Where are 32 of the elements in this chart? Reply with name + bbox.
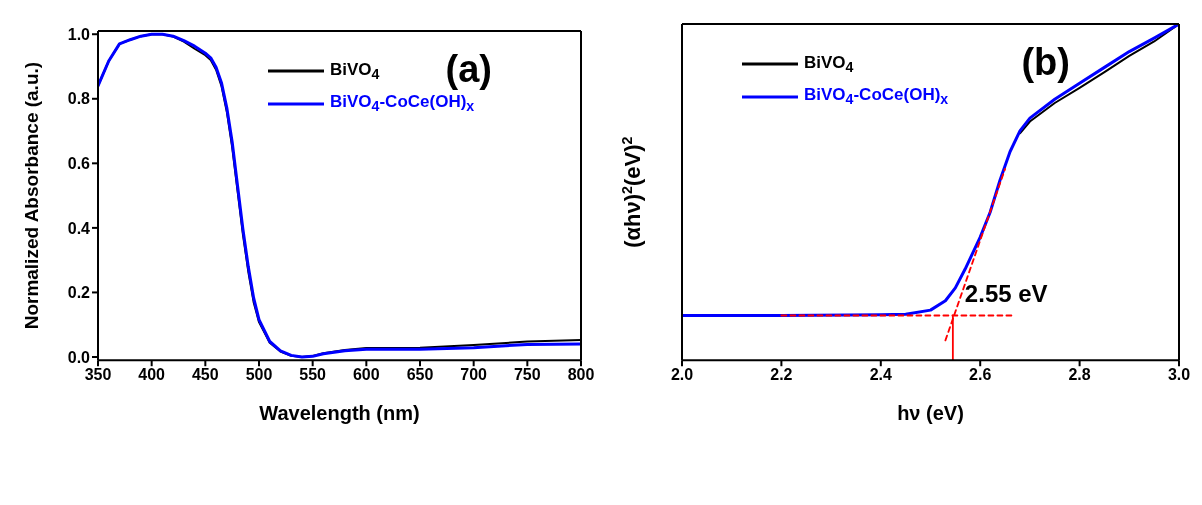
x-tick-label: 650 xyxy=(406,365,434,383)
legend-label: BiVO$_{4}$ xyxy=(804,53,854,76)
legend-label: BiVO$_{4}$-CoCe(OH)$_{x}$ xyxy=(330,92,475,115)
y-tick-label: 0.8 xyxy=(67,90,91,108)
x-tick-label: 2.4 xyxy=(869,365,893,383)
legend-label: BiVO$_{4}$-CoCe(OH)$_{x}$ xyxy=(804,85,949,108)
x-axis-title: hν (eV) xyxy=(897,402,964,425)
y-tick-label: 1.0 xyxy=(67,25,91,43)
legend-label: BiVO$_{4}$ xyxy=(330,60,380,83)
x-axis-title: Wavelength (nm) xyxy=(259,402,420,425)
y-tick-label: 0.4 xyxy=(67,219,91,237)
chart-title: (b) xyxy=(1021,41,1070,84)
x-tick-label: 600 xyxy=(352,365,380,383)
y-axis-title: Normalized Absorbance (a.u.) xyxy=(21,61,42,330)
annotation: 2.55 eV xyxy=(964,279,1048,307)
x-tick-label: 550 xyxy=(299,365,327,383)
x-tick-label: 500 xyxy=(245,365,273,383)
x-tick-label: 3.0 xyxy=(1167,365,1191,383)
y-tick-label: 0.2 xyxy=(67,284,91,302)
chart-title: (a) xyxy=(445,48,492,91)
x-tick-label: 800 xyxy=(567,365,595,383)
x-tick-label: 400 xyxy=(138,365,166,383)
x-tick-label: 2.2 xyxy=(770,365,793,383)
y-tick-label: 0.0 xyxy=(67,348,91,366)
x-tick-label: 450 xyxy=(191,365,219,383)
x-tick-label: 350 xyxy=(84,365,112,383)
x-tick-label: 700 xyxy=(460,365,488,383)
y-tick-label: 0.6 xyxy=(67,155,91,173)
x-tick-label: 750 xyxy=(513,365,541,383)
x-tick-label: 2.6 xyxy=(969,365,992,383)
x-tick-label: 2.0 xyxy=(670,365,694,383)
x-tick-label: 2.8 xyxy=(1068,365,1091,383)
